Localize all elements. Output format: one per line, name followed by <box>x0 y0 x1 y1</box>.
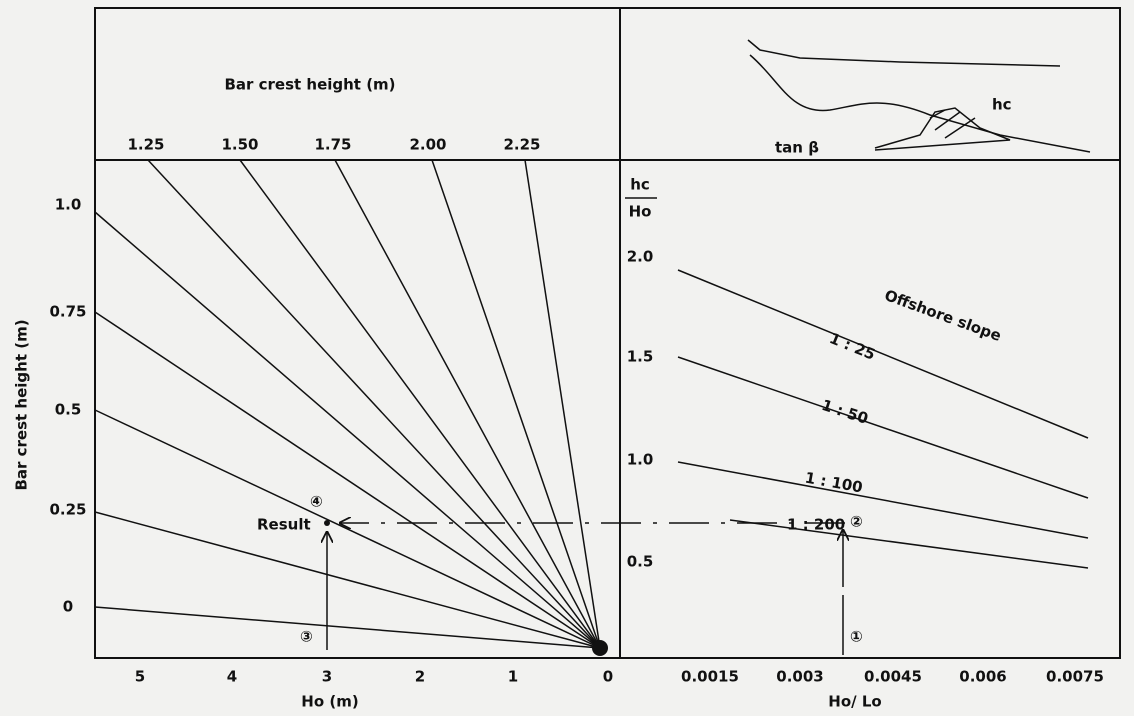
y-tick-label: 1.0 <box>627 451 654 469</box>
x-tick-label: 4 <box>227 668 237 686</box>
step-marker: ① <box>850 628 863 646</box>
step-marker: ② <box>850 513 863 531</box>
ray-label: 1.50 <box>221 136 258 154</box>
title: Bar crest height (m) <box>224 76 395 94</box>
y-tick-label: 0.5 <box>55 401 82 419</box>
y-axis-label: Ho <box>629 203 652 221</box>
sketch-label: hc <box>992 96 1012 114</box>
y-axis-label: Bar crest height (m) <box>13 319 31 490</box>
x-tick-label: 2 <box>415 668 425 686</box>
slope-label: 1 : 100 <box>804 469 864 497</box>
y-tick-label: 0.25 <box>49 501 86 519</box>
y-axis-label: hc <box>630 176 650 194</box>
ray-label: 2.00 <box>409 136 446 154</box>
y-tick-label: 1.0 <box>55 196 82 214</box>
rays <box>95 160 608 656</box>
x-tick-label: 0 <box>603 668 613 686</box>
sketch-label: tan β <box>775 139 819 157</box>
y-tick-label: 0 <box>63 598 73 616</box>
step-marker: ③ <box>300 628 313 646</box>
y-tick-label: 2.0 <box>627 248 654 266</box>
x-tick-label: 5 <box>135 668 145 686</box>
x-tick-label: 0.0075 <box>1046 668 1104 686</box>
slope-label: 1 : 25 <box>827 329 878 364</box>
x-tick-label: 0.0045 <box>864 668 922 686</box>
y-tick-label: 0.5 <box>627 553 654 571</box>
x-tick-label: 0.006 <box>959 668 1006 686</box>
x-tick-label: 0.0015 <box>681 668 739 686</box>
y-tick-label: 0.75 <box>49 303 86 321</box>
step-marker: ④ <box>310 493 323 511</box>
ray-label: 1.25 <box>127 136 164 154</box>
nomogram: Bar crest height (m) 1.25 1.50 1.75 2.00… <box>0 0 1134 716</box>
sketch <box>748 40 1090 152</box>
x-tick-label: 3 <box>322 668 332 686</box>
x-tick-label: 1 <box>508 668 518 686</box>
slope-label: 1 : 200 <box>787 516 845 534</box>
ray-label: 2.25 <box>503 136 540 154</box>
legend-title: Offshore slope <box>882 286 1004 345</box>
result-label: Result <box>257 516 311 534</box>
x-tick-label: 0.003 <box>776 668 823 686</box>
x-axis-label: Ho (m) <box>301 693 358 711</box>
labels: Bar crest height (m) 1.25 1.50 1.75 2.00… <box>13 76 1104 711</box>
x-axis-label: Ho/ Lo <box>828 693 881 711</box>
y-tick-label: 1.5 <box>627 348 654 366</box>
ray-label: 1.75 <box>314 136 351 154</box>
slope-label: 1 : 50 <box>819 396 870 428</box>
